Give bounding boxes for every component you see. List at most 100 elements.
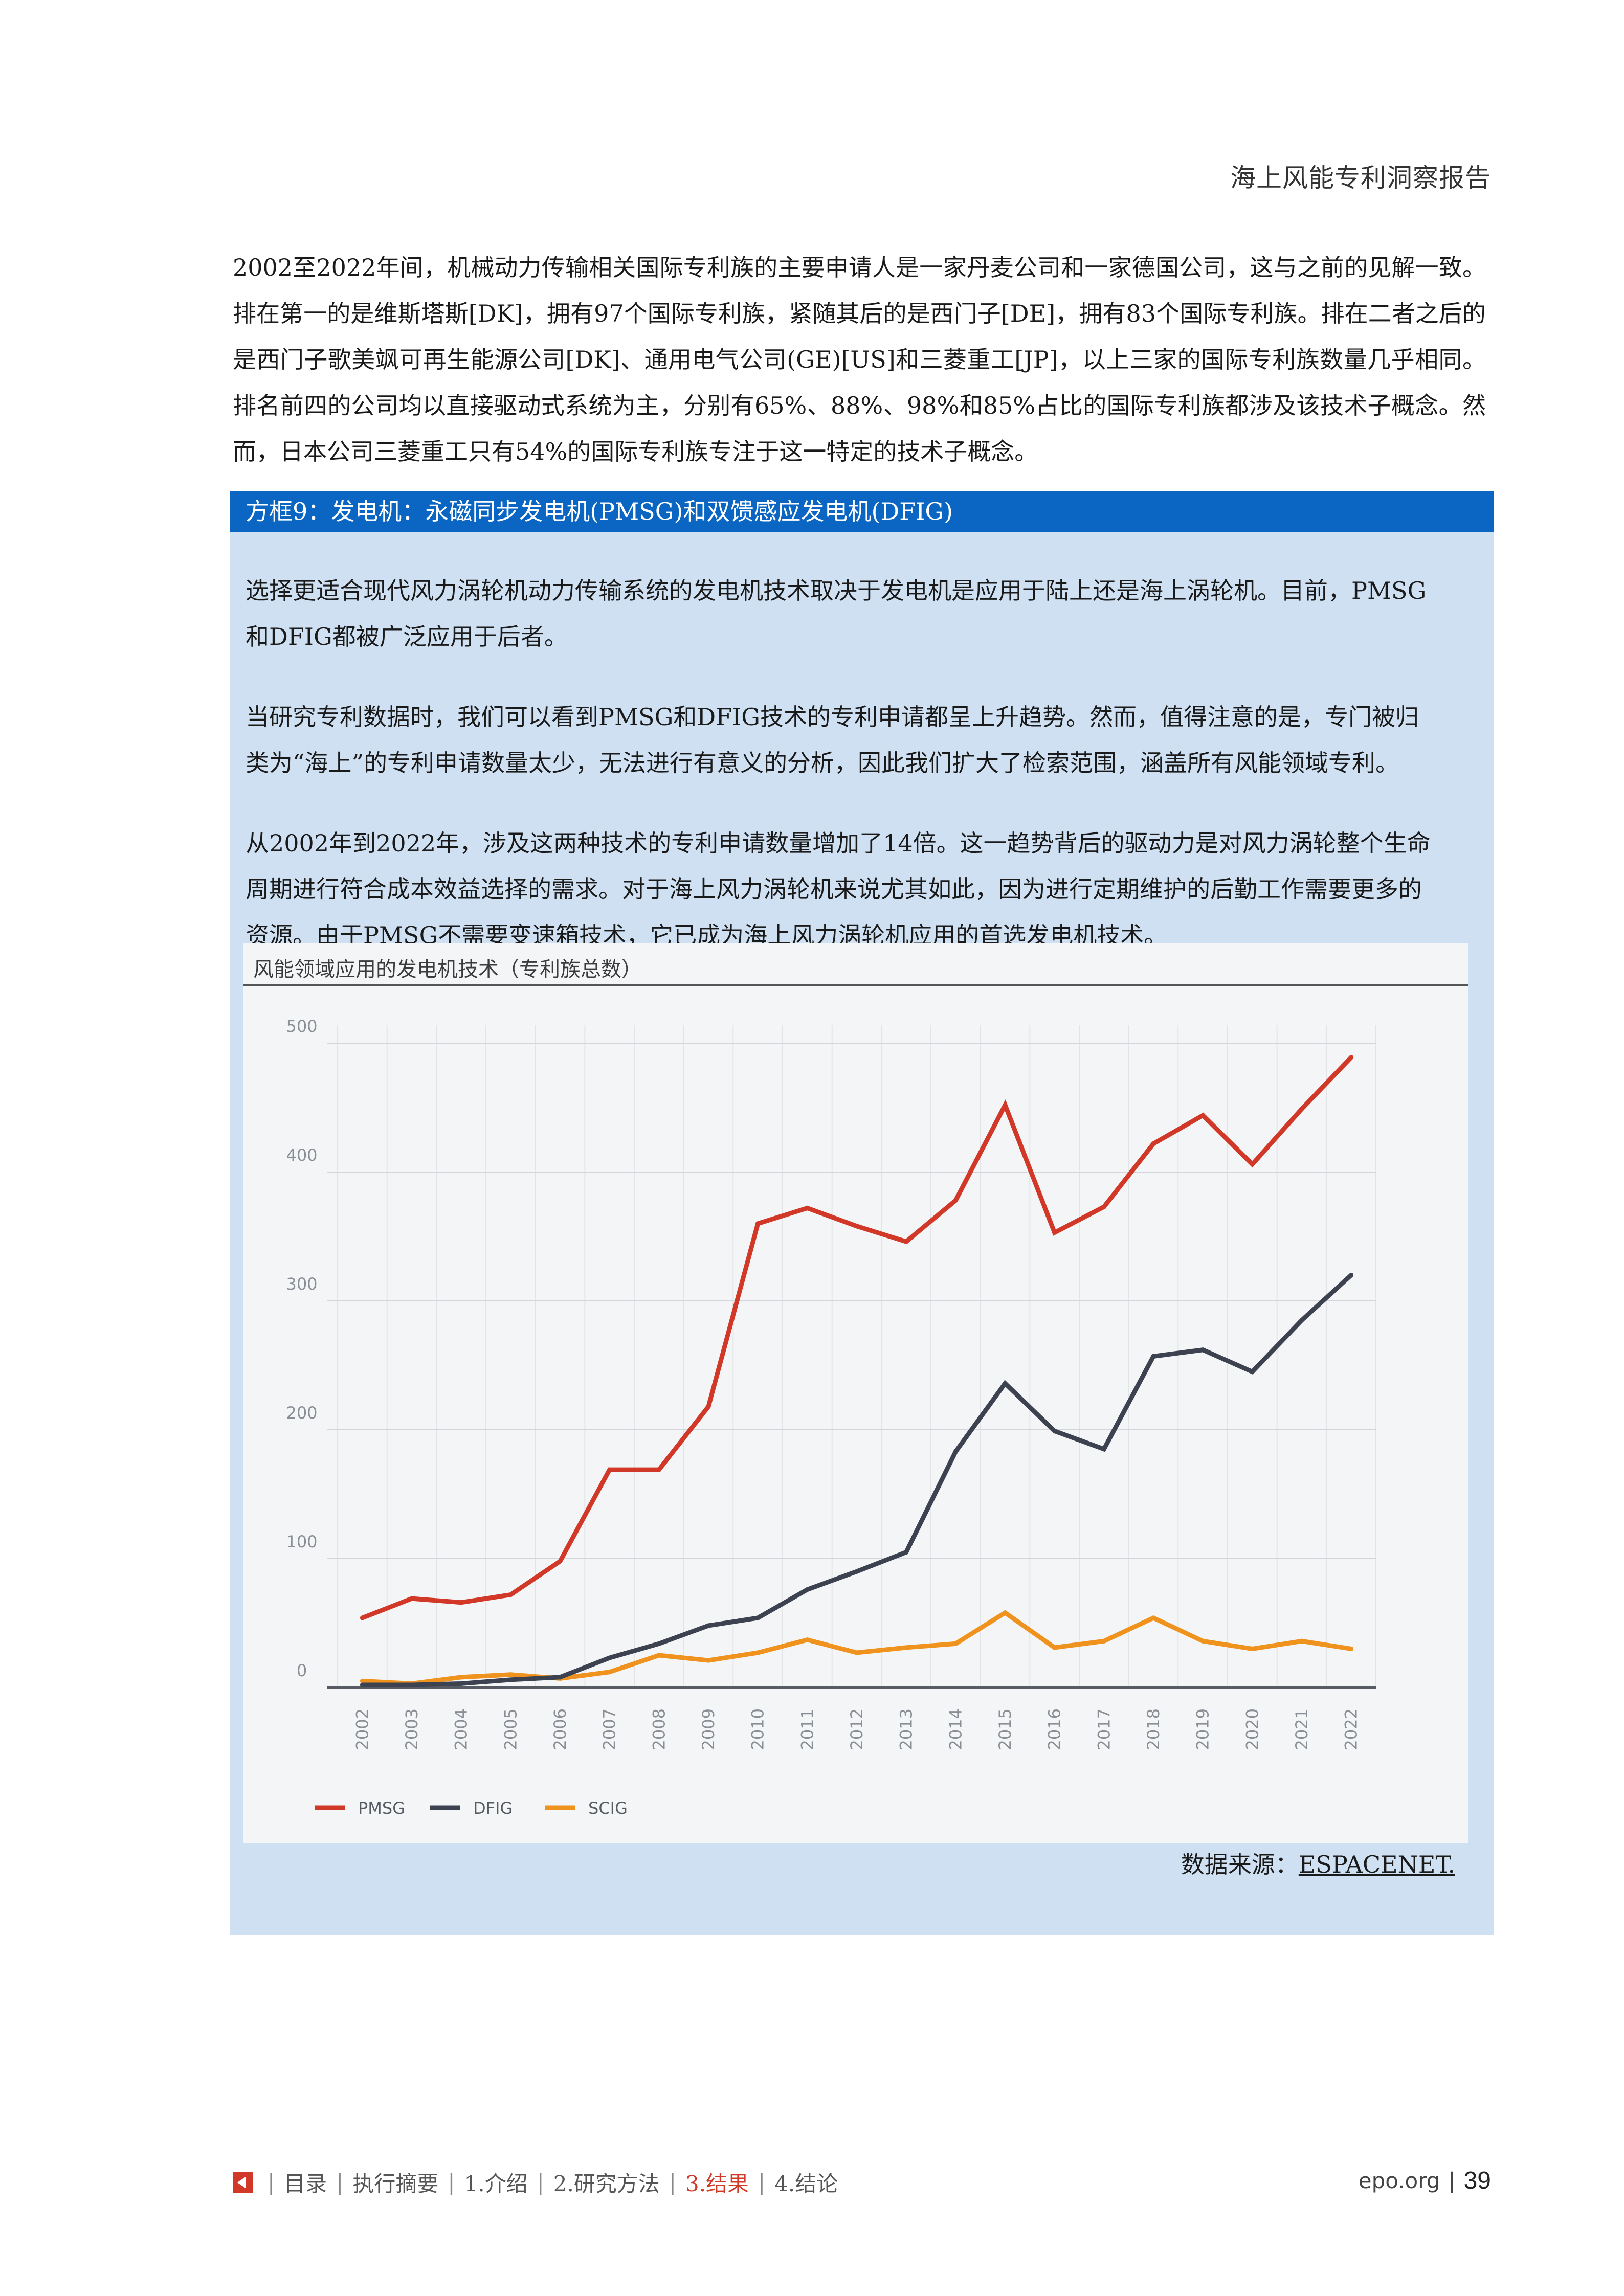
footer-nav-separator: | xyxy=(268,2170,275,2195)
data-point-pmsg xyxy=(656,1467,661,1472)
data-point-scig xyxy=(1003,1610,1008,1615)
y-tick-label: 400 xyxy=(286,1145,317,1165)
data-point-dfig xyxy=(854,1569,859,1574)
footer-nav-item[interactable]: 3.结果 xyxy=(685,2171,749,2196)
chart-title: 风能领域应用的发电机技术（专利族总数） xyxy=(253,958,642,981)
x-tick-label: 2016 xyxy=(1045,1708,1064,1750)
x-tick-label: 2003 xyxy=(402,1708,421,1750)
x-tick-label: 2019 xyxy=(1193,1708,1213,1750)
data-point-scig xyxy=(953,1641,958,1646)
data-point-pmsg xyxy=(409,1596,414,1601)
intro-section: 2002至2022年间，机械动力传输相关国际专利族的主要申请人是一家丹麦公司和一… xyxy=(233,244,1486,475)
footer-nav-item[interactable]: 4.结论 xyxy=(774,2171,838,2196)
footer-nav-separator: | xyxy=(448,2170,455,2195)
box-paragraph-1: 选择更适合现代风力涡轮机动力传输系统的发电机技术取决于发电机是应用于陆上还是海上… xyxy=(246,577,1427,650)
data-point-dfig xyxy=(755,1615,761,1620)
page-number: 39 xyxy=(1463,2167,1491,2194)
data-point-scig xyxy=(1299,1638,1304,1644)
data-point-pmsg xyxy=(706,1404,711,1409)
chart-title-rule xyxy=(243,984,1468,986)
y-tick-label: 300 xyxy=(286,1274,317,1294)
data-point-dfig xyxy=(656,1641,661,1646)
data-point-dfig xyxy=(904,1549,909,1555)
x-tick-label: 2006 xyxy=(550,1708,570,1750)
data-point-scig xyxy=(706,1658,711,1663)
x-tick-label: 2017 xyxy=(1094,1708,1114,1750)
y-tick-label: 100 xyxy=(286,1532,317,1551)
footer-nav-item[interactable]: 执行摘要 xyxy=(352,2171,439,2196)
data-point-pmsg xyxy=(953,1198,958,1203)
line-chart: 0 100 200 300 400 500 2002 2003 2004 2005 2006 2007… xyxy=(286,1017,1376,1818)
data-point-dfig xyxy=(1299,1318,1304,1323)
footer-nav: | 目录 | 执行摘要 | 1.介绍 | 2.研究方法 | 3.结果 | 4.结论 xyxy=(233,2167,838,2198)
x-tick-label: 2012 xyxy=(847,1708,866,1750)
data-point-dfig xyxy=(558,1675,563,1680)
data-point-scig xyxy=(1349,1646,1354,1651)
series-line-dfig xyxy=(362,1273,1353,1687)
footer-nav-separator: | xyxy=(758,2170,766,2195)
data-point-pmsg xyxy=(360,1615,365,1620)
running-header-title: 海上风能专利洞察报告 xyxy=(1230,163,1491,193)
data-point-pmsg xyxy=(904,1239,909,1244)
data-point-pmsg xyxy=(1299,1107,1304,1112)
x-tick-label: 2005 xyxy=(501,1708,520,1750)
data-point-pmsg xyxy=(1003,1102,1008,1108)
data-point-dfig xyxy=(459,1681,464,1686)
chart-panel: 风能领域应用的发电机技术（专利族总数） 0 100 200 300 400 500 2002… xyxy=(243,943,1468,1843)
data-point-scig xyxy=(1200,1638,1206,1644)
data-point-scig xyxy=(508,1672,513,1677)
data-point-scig xyxy=(607,1670,612,1675)
x-tick-label: 2020 xyxy=(1242,1708,1262,1750)
intro-paragraph: 2002至2022年间，机械动力传输相关国际专利族的主要申请人是一家丹麦公司和一… xyxy=(233,254,1486,465)
x-tick-label: 2002 xyxy=(352,1708,372,1750)
data-point-scig xyxy=(656,1653,661,1658)
data-point-pmsg xyxy=(508,1592,513,1597)
source-link[interactable]: ESPACENET. xyxy=(1298,1851,1455,1878)
data-point-scig xyxy=(1101,1638,1106,1644)
data-point-dfig xyxy=(953,1449,958,1454)
x-tick-label: 2015 xyxy=(995,1708,1015,1750)
x-tick-label: 2011 xyxy=(797,1708,817,1750)
source-note: 数据来源：ESPACENET. xyxy=(1181,1846,1455,1880)
site-link[interactable]: epo.org xyxy=(1358,2168,1440,2193)
page-separator: | xyxy=(1448,2168,1456,2193)
footer-nav-item[interactable]: 目录 xyxy=(284,2171,327,2196)
data-point-scig xyxy=(755,1650,761,1655)
data-point-dfig xyxy=(1349,1273,1354,1278)
data-point-pmsg xyxy=(755,1221,761,1226)
footer-nav-item[interactable]: 2.研究方法 xyxy=(553,2171,660,2196)
data-point-dfig xyxy=(1052,1429,1057,1434)
data-point-pmsg xyxy=(1052,1230,1057,1235)
y-tick-label: 500 xyxy=(286,1017,317,1036)
x-tick-label: 2013 xyxy=(897,1708,916,1750)
data-point-dfig xyxy=(1101,1447,1106,1452)
data-point-pmsg xyxy=(805,1206,810,1211)
data-point-scig xyxy=(854,1650,859,1655)
data-point-dfig xyxy=(607,1655,612,1660)
data-point-dfig xyxy=(508,1677,513,1682)
y-tick-label: 0 xyxy=(297,1661,307,1680)
footer-nav-item[interactable]: 1.介绍 xyxy=(464,2171,528,2196)
legend-label-pmsg: PMSG xyxy=(358,1798,405,1818)
data-point-scig xyxy=(1151,1615,1156,1620)
data-point-dfig xyxy=(360,1682,365,1687)
box-paragraph-3: 从2002年到2022年，涉及这两种技术的专利申请数量增加了14倍。这一趋势背后… xyxy=(246,829,1431,949)
footer-nav-separator: | xyxy=(669,2170,676,2195)
footer-right: epo.org | 39 xyxy=(1359,2167,1491,2195)
data-point-scig xyxy=(459,1675,464,1680)
data-point-scig xyxy=(805,1637,810,1642)
source-label: 数据来源： xyxy=(1181,1851,1299,1878)
x-tick-label: 2009 xyxy=(699,1708,718,1750)
y-tick-label: 200 xyxy=(286,1403,317,1423)
data-point-pmsg xyxy=(558,1559,563,1564)
home-icon[interactable] xyxy=(233,2172,253,2193)
data-point-dfig xyxy=(805,1587,810,1592)
data-point-scig xyxy=(360,1678,365,1683)
footer-nav-separator: | xyxy=(336,2170,344,2195)
data-point-pmsg xyxy=(459,1600,464,1605)
box-body: 选择更适合现代风力涡轮机动力传输系统的发电机技术取决于发电机是应用于陆上还是海上… xyxy=(246,568,1437,993)
data-point-pmsg xyxy=(1101,1204,1106,1209)
data-point-scig xyxy=(904,1645,909,1650)
data-point-dfig xyxy=(1200,1347,1206,1353)
x-tick-label: 2008 xyxy=(649,1708,669,1750)
